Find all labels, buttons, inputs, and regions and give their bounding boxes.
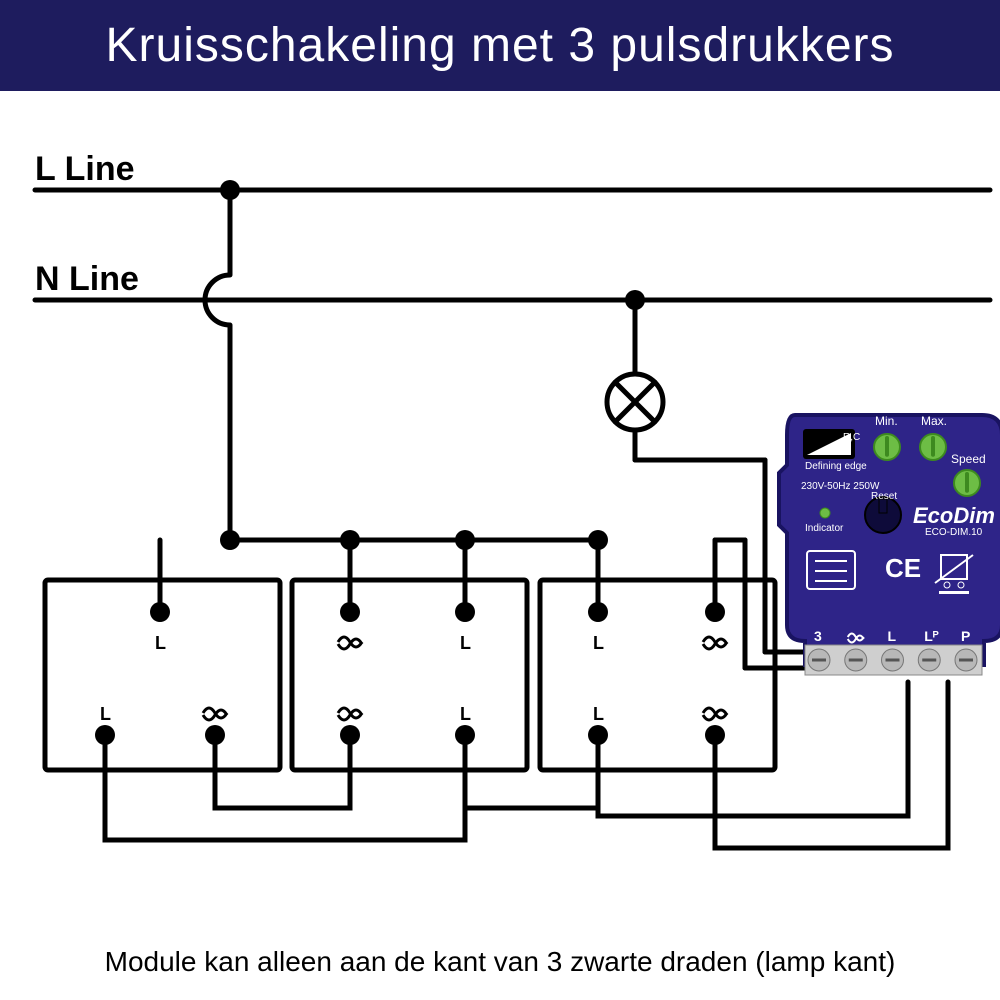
svg-text:P: P xyxy=(961,628,970,644)
svg-text:Defining edge: Defining edge xyxy=(805,461,867,472)
svg-text:Indicator: Indicator xyxy=(805,523,844,534)
svg-text:L: L xyxy=(155,633,166,653)
svg-text:L: L xyxy=(460,633,471,653)
svg-text:Min.: Min. xyxy=(875,414,898,428)
dimmer-module: R,C Defining edge Min. Max. Speed 230V-50Hz 2… xyxy=(775,405,1000,695)
svg-text:L: L xyxy=(100,704,111,724)
svg-text:Reset: Reset xyxy=(871,491,897,502)
svg-text:Max.: Max. xyxy=(921,414,947,428)
svg-text:L: L xyxy=(593,633,604,653)
footer-note: Module kan alleen aan de kant van 3 zwar… xyxy=(0,946,1000,978)
svg-text:Lᴾ: Lᴾ xyxy=(924,628,939,644)
wiring-diagram: L Line N Line LLLLLL R,CDefining edgeMin… xyxy=(0,120,1000,880)
page-title: Kruisschakeling met 3 pulsdrukkers xyxy=(106,19,895,72)
svg-text:R,C: R,C xyxy=(843,432,860,443)
svg-text:230V-50Hz 250W: 230V-50Hz 250W xyxy=(801,481,880,492)
svg-text:Speed: Speed xyxy=(951,452,986,466)
svg-text:EcoDim: EcoDim xyxy=(913,503,995,528)
svg-text:L: L xyxy=(593,704,604,724)
svg-text:L: L xyxy=(460,704,471,724)
header-banner: Kruisschakeling met 3 pulsdrukkers xyxy=(0,0,1000,91)
svg-text:3: 3 xyxy=(814,628,822,644)
svg-text:CE: CE xyxy=(885,553,921,583)
svg-text:ECO-DIM.10: ECO-DIM.10 xyxy=(925,527,983,538)
svg-text:L: L xyxy=(888,628,897,644)
